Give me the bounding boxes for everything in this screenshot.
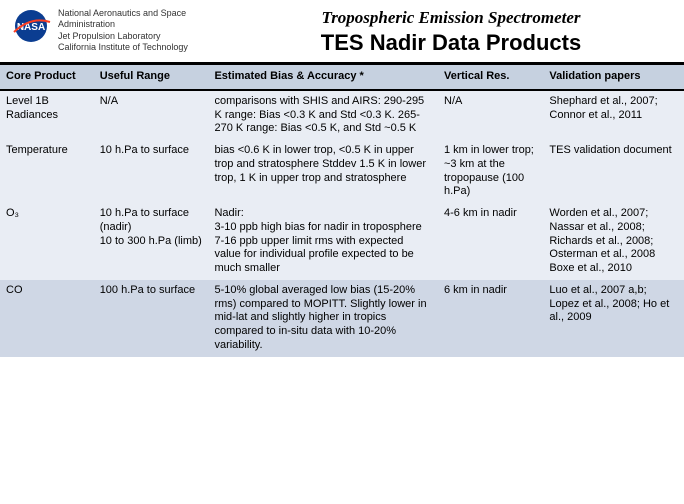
col-header: Estimated Bias & Accuracy * xyxy=(208,65,438,90)
table-row: O₃ 10 h.Pa to surface (nadir)10 to 300 h… xyxy=(0,203,684,280)
col-header: Core Product xyxy=(0,65,94,90)
col-header: Validation papers xyxy=(543,65,684,90)
page-header: NASA National Aeronautics and Space Admi… xyxy=(0,0,684,60)
cell-papers: Worden et al., 2007; Nassar et al., 2008… xyxy=(543,203,684,280)
cell-bias: Nadir:3-10 ppb high bias for nadir in tr… xyxy=(208,203,438,280)
table-row: Temperature 10 h.Pa to surface bias <0.6… xyxy=(0,140,684,203)
products-table: Core Product Useful Range Estimated Bias… xyxy=(0,64,684,357)
cell-bias: comparisons with SHIS and AIRS: 290-295 … xyxy=(208,90,438,140)
cell-papers: Shephard et al., 2007; Connor et al., 20… xyxy=(543,90,684,140)
table-header-row: Core Product Useful Range Estimated Bias… xyxy=(0,65,684,90)
cell-vres: 6 km in nadir xyxy=(438,280,543,357)
org-line: National Aeronautics and Space xyxy=(58,8,228,19)
cell-product: O₃ xyxy=(0,203,94,280)
org-line: Jet Propulsion Laboratory xyxy=(58,31,228,42)
nasa-logo-icon: NASA xyxy=(10,8,52,44)
title-main: TES Nadir Data Products xyxy=(228,30,674,56)
cell-range: N/A xyxy=(94,90,209,140)
cell-vres: 1 km in lower trop; ~3 km at the tropopa… xyxy=(438,140,543,203)
org-info: National Aeronautics and Space Administr… xyxy=(58,8,228,53)
col-header: Useful Range xyxy=(94,65,209,90)
cell-vres: 4-6 km in nadir xyxy=(438,203,543,280)
title-block: Tropospheric Emission Spectrometer TES N… xyxy=(228,8,674,56)
cell-bias: 5-10% global averaged low bias (15-20% r… xyxy=(208,280,438,357)
org-line: California Institute of Technology xyxy=(58,42,228,53)
table-row: Level 1B Radiances N/A comparisons with … xyxy=(0,90,684,140)
title-subtitle: Tropospheric Emission Spectrometer xyxy=(228,8,674,28)
col-header: Vertical Res. xyxy=(438,65,543,90)
cell-bias: bias <0.6 K in lower trop, <0.5 K in upp… xyxy=(208,140,438,203)
cell-range: 10 h.Pa to surface (nadir)10 to 300 h.Pa… xyxy=(94,203,209,280)
cell-vres: N/A xyxy=(438,90,543,140)
cell-range: 100 h.Pa to surface xyxy=(94,280,209,357)
cell-product: Level 1B Radiances xyxy=(0,90,94,140)
cell-papers: TES validation document xyxy=(543,140,684,203)
cell-product: CO xyxy=(0,280,94,357)
cell-range: 10 h.Pa to surface xyxy=(94,140,209,203)
cell-product: Temperature xyxy=(0,140,94,203)
org-line: Administration xyxy=(58,19,228,30)
cell-papers: Luo et al., 2007 a,b; Lopez et al., 2008… xyxy=(543,280,684,357)
table-row: CO 100 h.Pa to surface 5-10% global aver… xyxy=(0,280,684,357)
